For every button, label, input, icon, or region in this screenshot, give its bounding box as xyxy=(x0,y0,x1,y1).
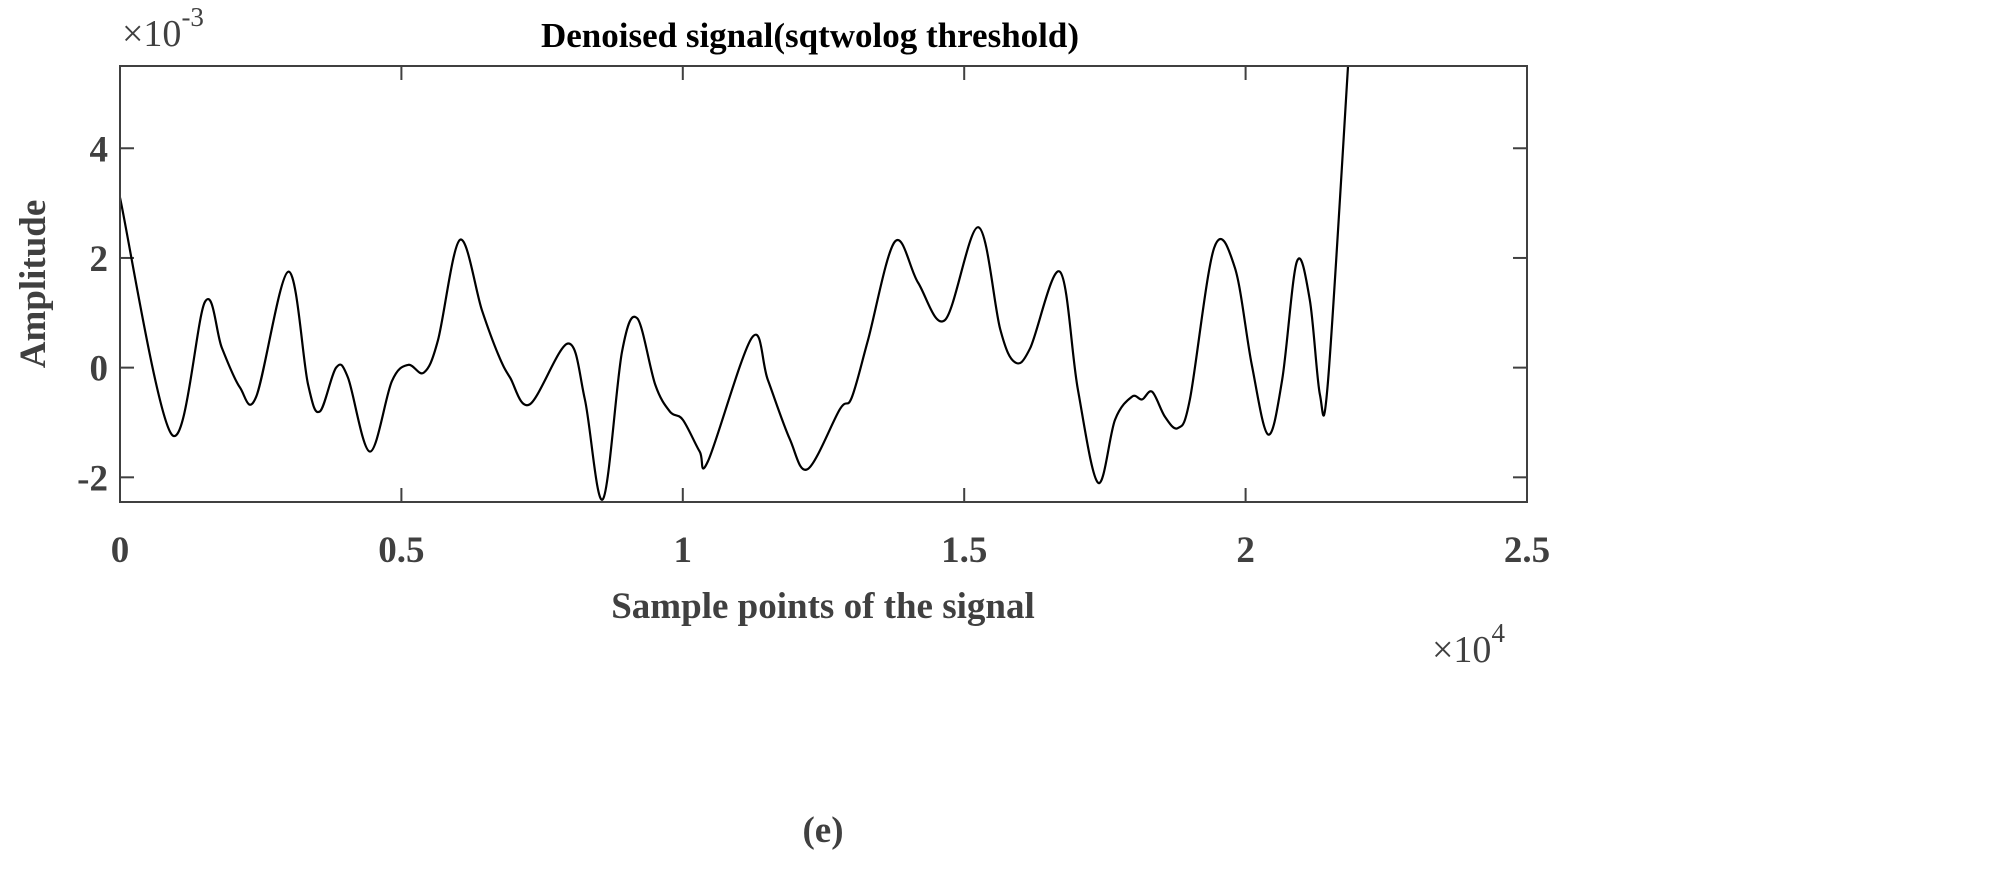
x-tick-label: 1.5 xyxy=(941,530,987,571)
y-tick-label: -2 xyxy=(77,458,108,499)
x-tick-label: 0.5 xyxy=(378,530,424,571)
x-tick-label: 0 xyxy=(111,530,130,571)
x-tick-label: 1 xyxy=(674,530,693,571)
chart-title: Denoised signal(sqtwolog threshold) xyxy=(541,16,1079,55)
y-tick-label: 0 xyxy=(90,349,109,390)
plot-frame xyxy=(119,65,1528,503)
x-axis-label: Sample points of the signal xyxy=(611,586,1035,627)
y-tick-label: 4 xyxy=(90,129,109,170)
x-multiplier: ×104 xyxy=(1432,618,1505,671)
y-multiplier: ×10-3 xyxy=(122,2,204,55)
figure-caption: (e) xyxy=(802,810,843,851)
x-tick-label: 2 xyxy=(1236,530,1255,571)
y-tick-label: 2 xyxy=(90,239,109,280)
x-tick-label: 2.5 xyxy=(1504,530,1550,571)
y-axis-label: Amplitude xyxy=(13,200,54,369)
series-line xyxy=(120,66,1350,501)
